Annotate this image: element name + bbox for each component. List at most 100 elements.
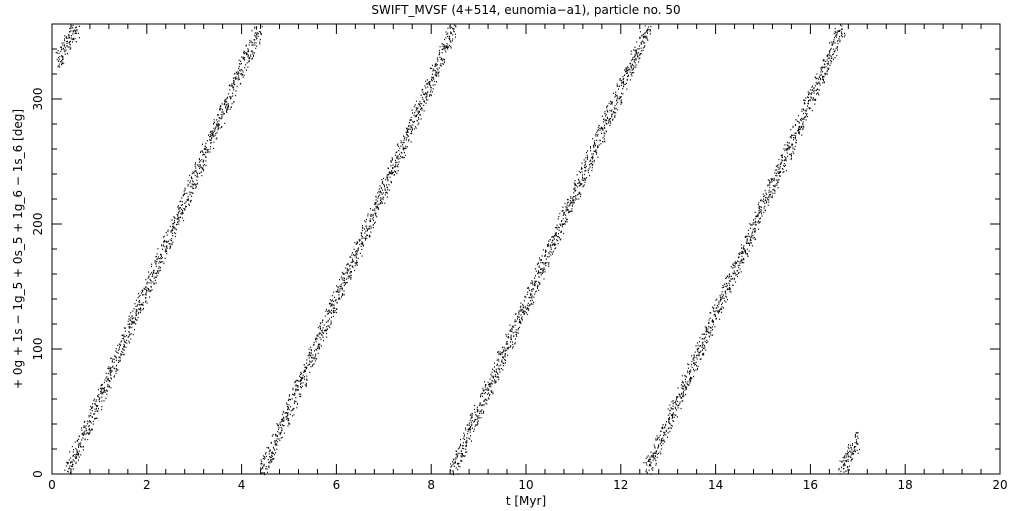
data-point: [91, 429, 93, 431]
data-point: [390, 172, 392, 174]
data-point: [78, 453, 80, 455]
data-point: [391, 159, 393, 161]
data-point: [313, 343, 315, 346]
data-point: [223, 113, 225, 115]
data-point: [291, 398, 293, 400]
data-point: [826, 62, 828, 65]
data-point: [629, 71, 631, 73]
data-point: [165, 249, 167, 251]
data-point: [742, 246, 744, 248]
data-point: [138, 304, 140, 306]
data-point: [288, 404, 290, 406]
data-point: [384, 194, 386, 196]
data-point: [131, 326, 133, 329]
data-point: [226, 97, 228, 100]
data-point: [793, 134, 795, 136]
data-point: [218, 114, 219, 116]
data-point: [297, 403, 298, 405]
data-point: [505, 359, 507, 361]
data-point: [609, 118, 611, 120]
data-point: [156, 260, 158, 263]
data-point: [672, 414, 674, 416]
data-point: [340, 287, 342, 289]
data-point: [192, 187, 194, 189]
data-point: [680, 384, 682, 386]
data-point: [470, 426, 471, 428]
data-point: [584, 166, 585, 168]
data-point: [802, 117, 804, 120]
data-point: [829, 42, 830, 44]
data-point: [710, 332, 712, 334]
data-point: [697, 367, 698, 370]
data-point: [605, 115, 607, 117]
x-tick-labels: 0 2 4 6 8 10 12 14 16 18 20: [48, 478, 1007, 492]
data-point: [468, 422, 470, 424]
data-point: [387, 179, 389, 181]
data-point: [94, 408, 96, 410]
data-point: [124, 341, 126, 343]
data-point: [417, 107, 419, 109]
data-point: [660, 448, 662, 450]
data-point: [592, 158, 594, 160]
data-point: [184, 189, 186, 191]
data-point: [627, 75, 629, 77]
data-point: [789, 136, 791, 138]
data-point: [391, 167, 393, 169]
data-point: [837, 42, 839, 45]
data-point: [136, 305, 138, 307]
data-point: [378, 207, 380, 209]
data-point: [209, 136, 211, 138]
data-point: [156, 255, 157, 258]
data-point: [561, 223, 563, 225]
data-point: [652, 454, 654, 456]
data-point: [307, 355, 309, 357]
data-point: [232, 85, 233, 87]
data-point: [163, 262, 165, 265]
data-point: [61, 62, 63, 65]
data-point: [519, 322, 521, 324]
data-point: [155, 276, 157, 278]
data-point: [807, 105, 808, 107]
data-point: [516, 335, 518, 337]
data-point: [303, 370, 305, 372]
data-point: [67, 462, 68, 464]
data-point: [129, 323, 131, 326]
data-point: [396, 157, 398, 159]
data-point: [857, 431, 859, 434]
data-point: [85, 428, 87, 430]
data-point: [538, 289, 540, 291]
data-point: [540, 259, 542, 261]
data-point: [769, 184, 771, 186]
data-point: [684, 375, 686, 377]
data-point: [169, 239, 171, 241]
data-point: [813, 87, 815, 90]
data-point: [490, 373, 492, 376]
data-point: [100, 390, 102, 392]
data-point: [705, 333, 707, 336]
data-point: [540, 259, 542, 261]
data-point: [848, 465, 850, 467]
data-point: [752, 231, 754, 233]
data-point: [429, 81, 431, 83]
data-point: [853, 450, 855, 453]
data-point: [356, 262, 358, 264]
data-point: [797, 130, 799, 132]
data-point: [725, 301, 727, 303]
data-point: [75, 457, 77, 459]
data-point: [449, 37, 451, 40]
data-point: [363, 245, 365, 247]
data-point: [773, 185, 775, 187]
data-point: [630, 65, 632, 67]
data-point: [233, 81, 235, 83]
data-point: [517, 332, 519, 334]
data-point: [305, 366, 307, 369]
data-point: [718, 312, 719, 314]
data-point: [186, 199, 188, 201]
data-point: [722, 284, 724, 287]
data-point: [331, 305, 333, 307]
data-point: [592, 156, 594, 159]
data-point: [238, 59, 240, 61]
data-point: [296, 379, 298, 381]
data-point: [465, 429, 467, 431]
